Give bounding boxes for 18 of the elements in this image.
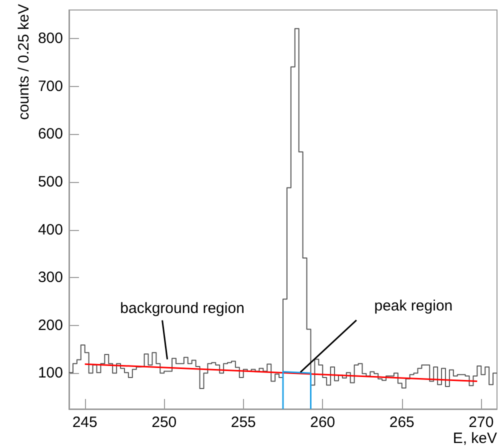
x-tick-label: 255 — [230, 414, 256, 431]
y-tick-label: 700 — [38, 78, 63, 95]
annotation: background region — [120, 300, 244, 317]
y-tick-label: 600 — [38, 126, 63, 143]
y-tick-label: 500 — [38, 174, 63, 191]
x-tick-label: 270 — [468, 414, 494, 431]
x-tick-label: 250 — [152, 414, 177, 431]
y-tick-label: 400 — [38, 221, 63, 238]
x-axis-title: E, keV — [452, 430, 497, 447]
x-tick-label: 265 — [389, 414, 414, 431]
x-tick-label: 245 — [72, 414, 98, 431]
y-tick-label: 200 — [38, 316, 63, 334]
annotation: peak region — [374, 298, 453, 315]
y-tick-label: 100 — [38, 364, 63, 382]
y-tick-label: 800 — [38, 30, 63, 48]
y-axis-title: counts / 0.25 keV — [16, 4, 32, 120]
y-tick-label: 300 — [38, 269, 63, 286]
x-tick-label: 260 — [310, 414, 336, 431]
